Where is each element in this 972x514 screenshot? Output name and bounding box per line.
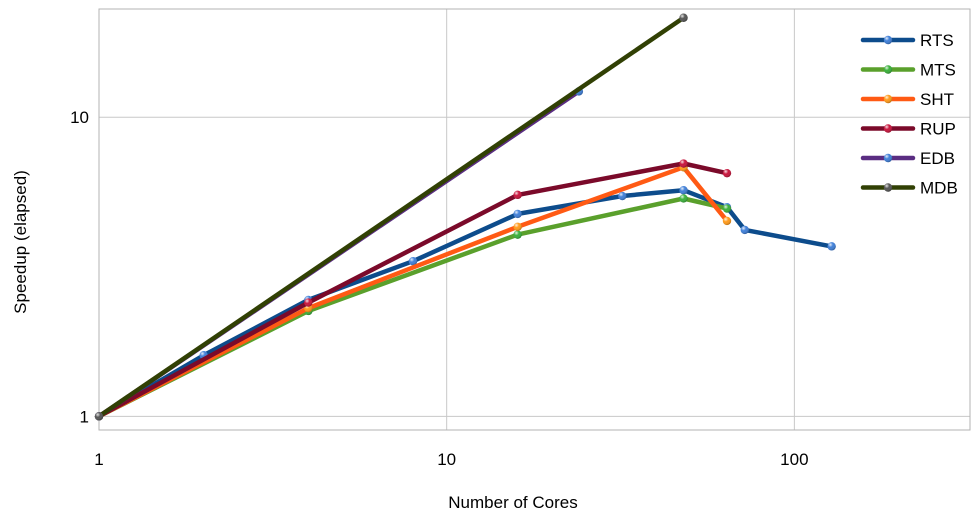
data-point-shine [513, 222, 522, 232]
legend-item-edb: EDB [860, 149, 955, 168]
data-point-shine [827, 242, 836, 251]
legend-marker-shine [883, 35, 893, 45]
series-lines [94, 13, 836, 421]
data-point-shine [679, 13, 688, 22]
y-tick-label: 1 [80, 407, 89, 426]
data-point-shine [722, 168, 732, 178]
plot-area-border [98, 8, 971, 431]
legend-item-rup: RUP [860, 120, 956, 139]
data-point-shine [513, 209, 522, 219]
x-axis-title: Number of Cores [448, 493, 577, 512]
series-mdb [94, 13, 688, 421]
series-line-mdb [96, 15, 686, 419]
legend-marker-shine [883, 65, 893, 74]
legend-marker-shine [883, 124, 893, 133]
y-axis-title: Speedup (elapsed) [11, 170, 30, 314]
legend-label: MDB [920, 179, 958, 198]
data-point-shine [679, 194, 688, 203]
data-point-shine [722, 216, 732, 226]
data-point-shine [408, 257, 418, 266]
legend-label: EDB [920, 149, 955, 168]
data-point-shine [618, 191, 627, 201]
data-point-shine [513, 230, 522, 239]
legend-label: MTS [920, 61, 956, 80]
legend-marker-shine [883, 183, 893, 192]
data-point-shine [94, 412, 104, 421]
data-point-shine [679, 159, 688, 168]
series-line-mts [96, 196, 730, 419]
legend-item-mdb: MDB [860, 179, 958, 198]
data-point-shine [679, 186, 688, 195]
data-point-shine [740, 225, 749, 235]
legend-item-rts: RTS [860, 31, 954, 50]
legend: RTS MTS SHT RUP EDB MDB [860, 31, 958, 198]
legend-marker-shine [883, 94, 893, 104]
data-point-shine [304, 298, 313, 307]
legend-item-mts: MTS [860, 61, 956, 80]
legend-label: RUP [920, 120, 956, 139]
axis-ticks: 1 10 100 1 10 [70, 108, 808, 469]
legend-label: SHT [920, 90, 954, 109]
legend-label: RTS [920, 31, 954, 50]
x-tick-label: 1 [94, 450, 103, 469]
y-tick-label: 10 [70, 108, 89, 127]
legend-item-sht: SHT [860, 90, 954, 109]
x-tick-label: 100 [780, 450, 808, 469]
legend-marker-shine [883, 153, 893, 163]
series-mts [94, 194, 732, 421]
series-rup [94, 159, 732, 421]
data-point-shine [513, 190, 522, 200]
data-point-shine [722, 204, 732, 213]
series-line-rts [96, 187, 834, 419]
x-tick-label: 10 [437, 450, 456, 469]
